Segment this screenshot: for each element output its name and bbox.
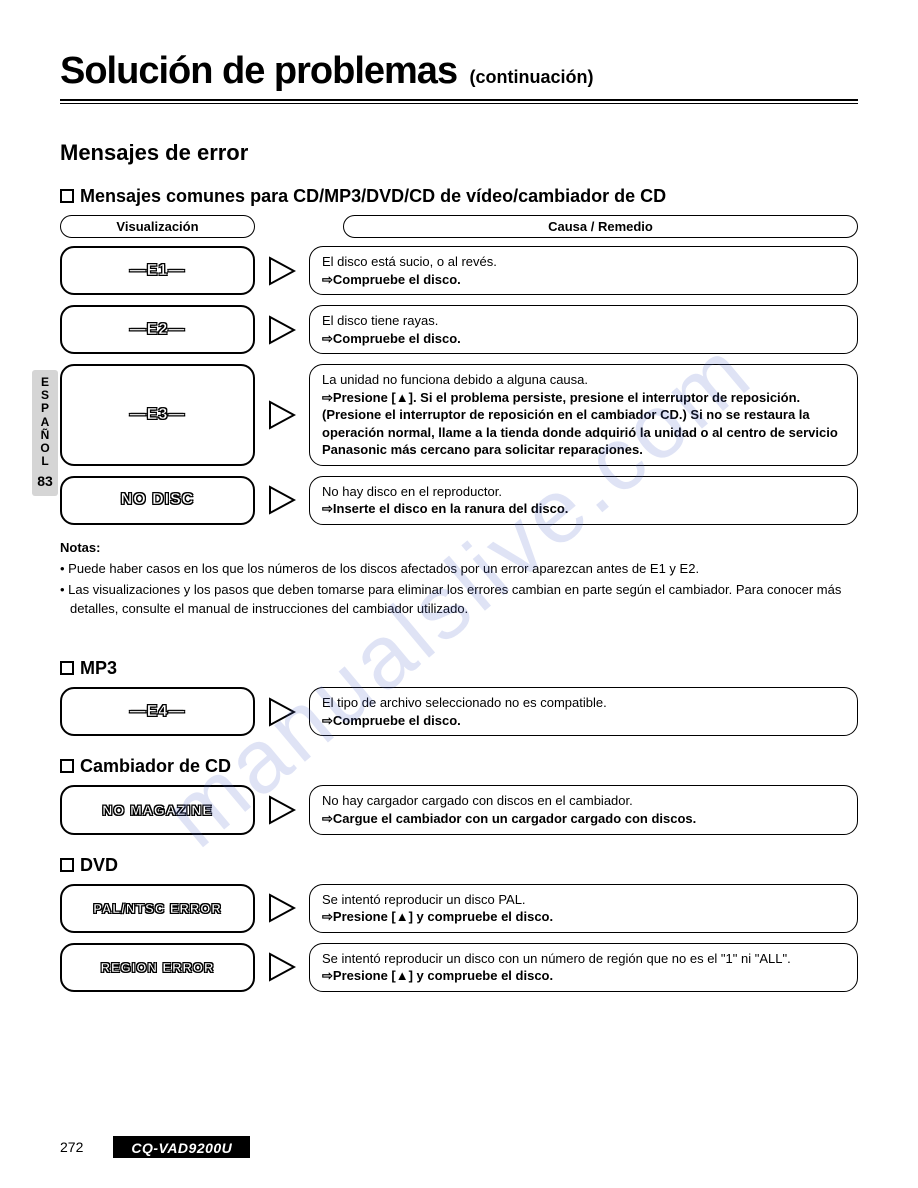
display-code: REGION ERROR	[60, 943, 255, 992]
arrow-icon	[265, 884, 299, 933]
error-row: NO DISC No hay disco en el reproductor. …	[60, 476, 858, 525]
side-tab-number: 83	[32, 474, 58, 489]
remedy-box: No hay cargador cargado con discos en el…	[309, 785, 858, 834]
error-row: —E4— El tipo de archivo seleccionado no …	[60, 687, 858, 736]
display-code: —E4—	[60, 687, 255, 736]
remedy-action: ⇨Compruebe el disco.	[322, 271, 845, 289]
remedy-cause: No hay disco en el reproductor.	[322, 483, 845, 501]
page-title: Solución de problemas	[60, 50, 457, 92]
display-code: NO DISC	[60, 476, 255, 525]
note-item: Las visualizaciones y los pasos que debe…	[60, 581, 858, 619]
subsection-heading-dvd: DVD	[60, 855, 858, 876]
page-title-continuation: (continuación)	[470, 67, 594, 87]
error-row: —E1— El disco está sucio, o al revés. ⇨C…	[60, 246, 858, 295]
error-row: NO MAGAZINE No hay cargador cargado con …	[60, 785, 858, 834]
remedy-action: ⇨Compruebe el disco.	[322, 330, 845, 348]
display-code: —E1—	[60, 246, 255, 295]
col-header-display: Visualización	[60, 215, 255, 238]
subsection-common: Mensajes comunes para CD/MP3/DVD/CD de v…	[60, 186, 858, 618]
remedy-action: ⇨Presione [▲] y compruebe el disco.	[322, 908, 845, 926]
subsection-heading-mp3: MP3	[60, 658, 858, 679]
remedy-action: ⇨Presione [▲] y compruebe el disco.	[322, 967, 845, 985]
remedy-box: El disco está sucio, o al revés. ⇨Compru…	[309, 246, 858, 295]
error-row: REGION ERROR Se intentó reproducir un di…	[60, 943, 858, 992]
arrow-icon	[265, 687, 299, 736]
subsection-heading-common: Mensajes comunes para CD/MP3/DVD/CD de v…	[60, 186, 858, 207]
remedy-box: La unidad no funciona debido a alguna ca…	[309, 364, 858, 466]
model-badge: CQ-VAD9200U	[113, 1136, 250, 1158]
arrow-icon	[265, 246, 299, 295]
checkbox-icon	[60, 759, 74, 773]
checkbox-icon	[60, 189, 74, 203]
display-code: —E3—	[60, 364, 255, 466]
error-row: —E2— El disco tiene rayas. ⇨Compruebe el…	[60, 305, 858, 354]
display-code: NO MAGAZINE	[60, 785, 255, 834]
page-footer: 272 CQ-VAD9200U	[60, 1136, 858, 1158]
notes-block: Notas: Puede haber casos en los que los …	[60, 539, 858, 618]
error-row: PAL/NTSC ERROR Se intentó reproducir un …	[60, 884, 858, 933]
arrow-icon	[265, 785, 299, 834]
remedy-cause: El disco tiene rayas.	[322, 312, 845, 330]
remedy-cause: Se intentó reproducir un disco PAL.	[322, 891, 845, 909]
remedy-box: Se intentó reproducir un disco PAL. ⇨Pre…	[309, 884, 858, 933]
page-header: Solución de problemas (continuación)	[60, 50, 858, 104]
remedy-action: ⇨Cargue el cambiador con un cargador car…	[322, 810, 845, 828]
arrow-icon	[265, 305, 299, 354]
remedy-box: El disco tiene rayas. ⇨Compruebe el disc…	[309, 305, 858, 354]
subsection-heading-cd-changer: Cambiador de CD	[60, 756, 858, 777]
col-header-remedy: Causa / Remedio	[343, 215, 858, 238]
subsection-cd-changer: Cambiador de CD NO MAGAZINE No hay carga…	[60, 756, 858, 834]
section-heading-errors: Mensajes de error	[60, 140, 858, 166]
remedy-box: No hay disco en el reproductor. ⇨Inserte…	[309, 476, 858, 525]
display-code: PAL/NTSC ERROR	[60, 884, 255, 933]
side-tab-lang: ESPAÑOL	[32, 376, 58, 468]
remedy-action: ⇨Presione [▲]. Si el problema persiste, …	[322, 389, 845, 459]
notes-title: Notas:	[60, 539, 858, 558]
checkbox-icon	[60, 858, 74, 872]
remedy-box: Se intentó reproducir un disco con un nú…	[309, 943, 858, 992]
arrow-icon	[265, 943, 299, 992]
page-number: 272	[60, 1139, 83, 1155]
arrow-icon	[265, 476, 299, 525]
remedy-action: ⇨Inserte el disco en la ranura del disco…	[322, 500, 845, 518]
remedy-cause: Se intentó reproducir un disco con un nú…	[322, 950, 845, 968]
remedy-cause: No hay cargador cargado con discos en el…	[322, 792, 845, 810]
display-code: —E2—	[60, 305, 255, 354]
remedy-action: ⇨Compruebe el disco.	[322, 712, 845, 730]
column-headers: Visualización Causa / Remedio	[60, 215, 858, 238]
remedy-box: El tipo de archivo seleccionado no es co…	[309, 687, 858, 736]
remedy-cause: La unidad no funciona debido a alguna ca…	[322, 371, 845, 389]
subsection-dvd: DVD PAL/NTSC ERROR Se intentó reproducir…	[60, 855, 858, 992]
note-item: Puede haber casos en los que los números…	[60, 560, 858, 579]
remedy-cause: El disco está sucio, o al revés.	[322, 253, 845, 271]
arrow-icon	[265, 364, 299, 466]
language-side-tab: ESPAÑOL 83	[32, 370, 58, 496]
subsection-mp3: MP3 —E4— El tipo de archivo seleccionado…	[60, 658, 858, 736]
remedy-cause: El tipo de archivo seleccionado no es co…	[322, 694, 845, 712]
checkbox-icon	[60, 661, 74, 675]
header-rule	[60, 99, 858, 104]
error-row: —E3— La unidad no funciona debido a algu…	[60, 364, 858, 466]
